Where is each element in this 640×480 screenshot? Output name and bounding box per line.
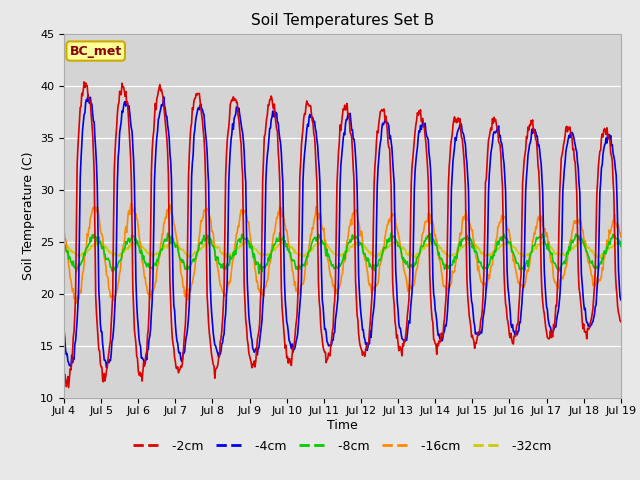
-32cm [182, 252, 190, 257]
-16cm [208, 228, 216, 234]
-16cm [60, 225, 68, 231]
-8cm [276, 230, 284, 236]
Text: BC_met: BC_met [70, 45, 122, 58]
-8cm [568, 239, 575, 244]
-16cm [568, 236, 575, 241]
-4cm [445, 292, 452, 298]
-16cm [74, 300, 81, 306]
-8cm [617, 243, 625, 249]
-4cm [184, 324, 191, 329]
-2cm [60, 374, 68, 380]
Line: -2cm: -2cm [64, 82, 621, 387]
Legend:  -2cm,  -4cm,  -8cm,  -16cm,  -32cm: -2cm, -4cm, -8cm, -16cm, -32cm [128, 435, 557, 458]
-2cm [80, 79, 88, 85]
-32cm [223, 255, 231, 261]
-32cm [445, 254, 452, 260]
Line: -16cm: -16cm [64, 204, 621, 303]
-16cm [390, 212, 397, 218]
-4cm [60, 327, 68, 333]
Line: -4cm: -4cm [64, 95, 621, 368]
-8cm [255, 271, 263, 276]
-4cm [390, 170, 397, 176]
-8cm [60, 243, 68, 249]
-4cm [208, 311, 216, 317]
-4cm [568, 133, 575, 139]
-16cm [617, 234, 625, 240]
-32cm [617, 242, 625, 248]
Line: -8cm: -8cm [64, 233, 621, 274]
-32cm [568, 246, 575, 252]
-2cm [184, 228, 191, 234]
Line: -32cm: -32cm [64, 241, 621, 258]
-16cm [127, 201, 135, 206]
Title: Soil Temperatures Set B: Soil Temperatures Set B [251, 13, 434, 28]
-4cm [84, 92, 92, 97]
-8cm [390, 234, 397, 240]
-2cm [65, 384, 72, 390]
-2cm [335, 140, 343, 146]
X-axis label: Time: Time [327, 419, 358, 432]
-4cm [102, 365, 110, 371]
-8cm [182, 266, 190, 272]
-16cm [184, 292, 191, 298]
Y-axis label: Soil Temperature (C): Soil Temperature (C) [22, 152, 35, 280]
-32cm [390, 240, 397, 245]
-32cm [208, 238, 216, 244]
-2cm [445, 183, 452, 189]
-2cm [617, 319, 625, 324]
-2cm [568, 131, 575, 136]
-32cm [206, 241, 214, 247]
-16cm [445, 286, 452, 291]
-16cm [335, 285, 343, 291]
-32cm [335, 252, 343, 257]
-8cm [335, 261, 343, 266]
-32cm [60, 242, 68, 248]
-2cm [390, 294, 397, 300]
-2cm [208, 353, 216, 359]
-8cm [206, 235, 214, 241]
-4cm [335, 232, 343, 238]
-4cm [617, 297, 625, 303]
-8cm [445, 265, 452, 271]
